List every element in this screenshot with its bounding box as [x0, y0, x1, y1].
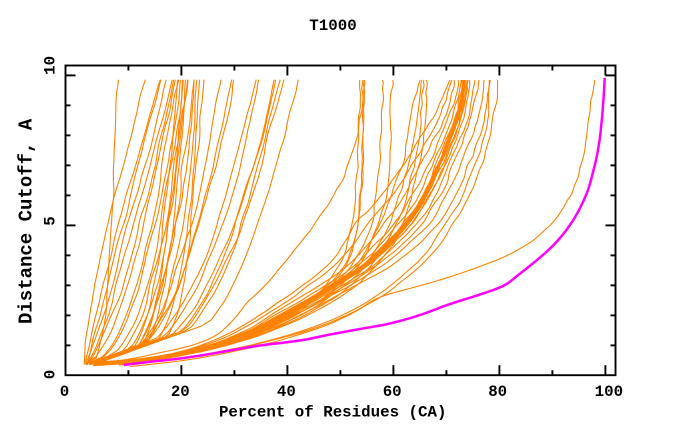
svg-text:0: 0	[60, 383, 69, 401]
svg-text:40: 40	[277, 383, 296, 401]
svg-text:80: 80	[488, 383, 507, 401]
svg-text:Distance Cutoff, A: Distance Cutoff, A	[16, 118, 38, 324]
svg-text:100: 100	[595, 383, 623, 401]
svg-text:T1000: T1000	[309, 17, 356, 35]
svg-text:60: 60	[383, 383, 402, 401]
svg-text:20: 20	[171, 383, 190, 401]
svg-text:0: 0	[42, 370, 60, 379]
svg-text:10: 10	[42, 56, 60, 75]
svg-text:Percent of Residues (CA): Percent of Residues (CA)	[219, 403, 447, 421]
svg-text:5: 5	[42, 216, 60, 225]
